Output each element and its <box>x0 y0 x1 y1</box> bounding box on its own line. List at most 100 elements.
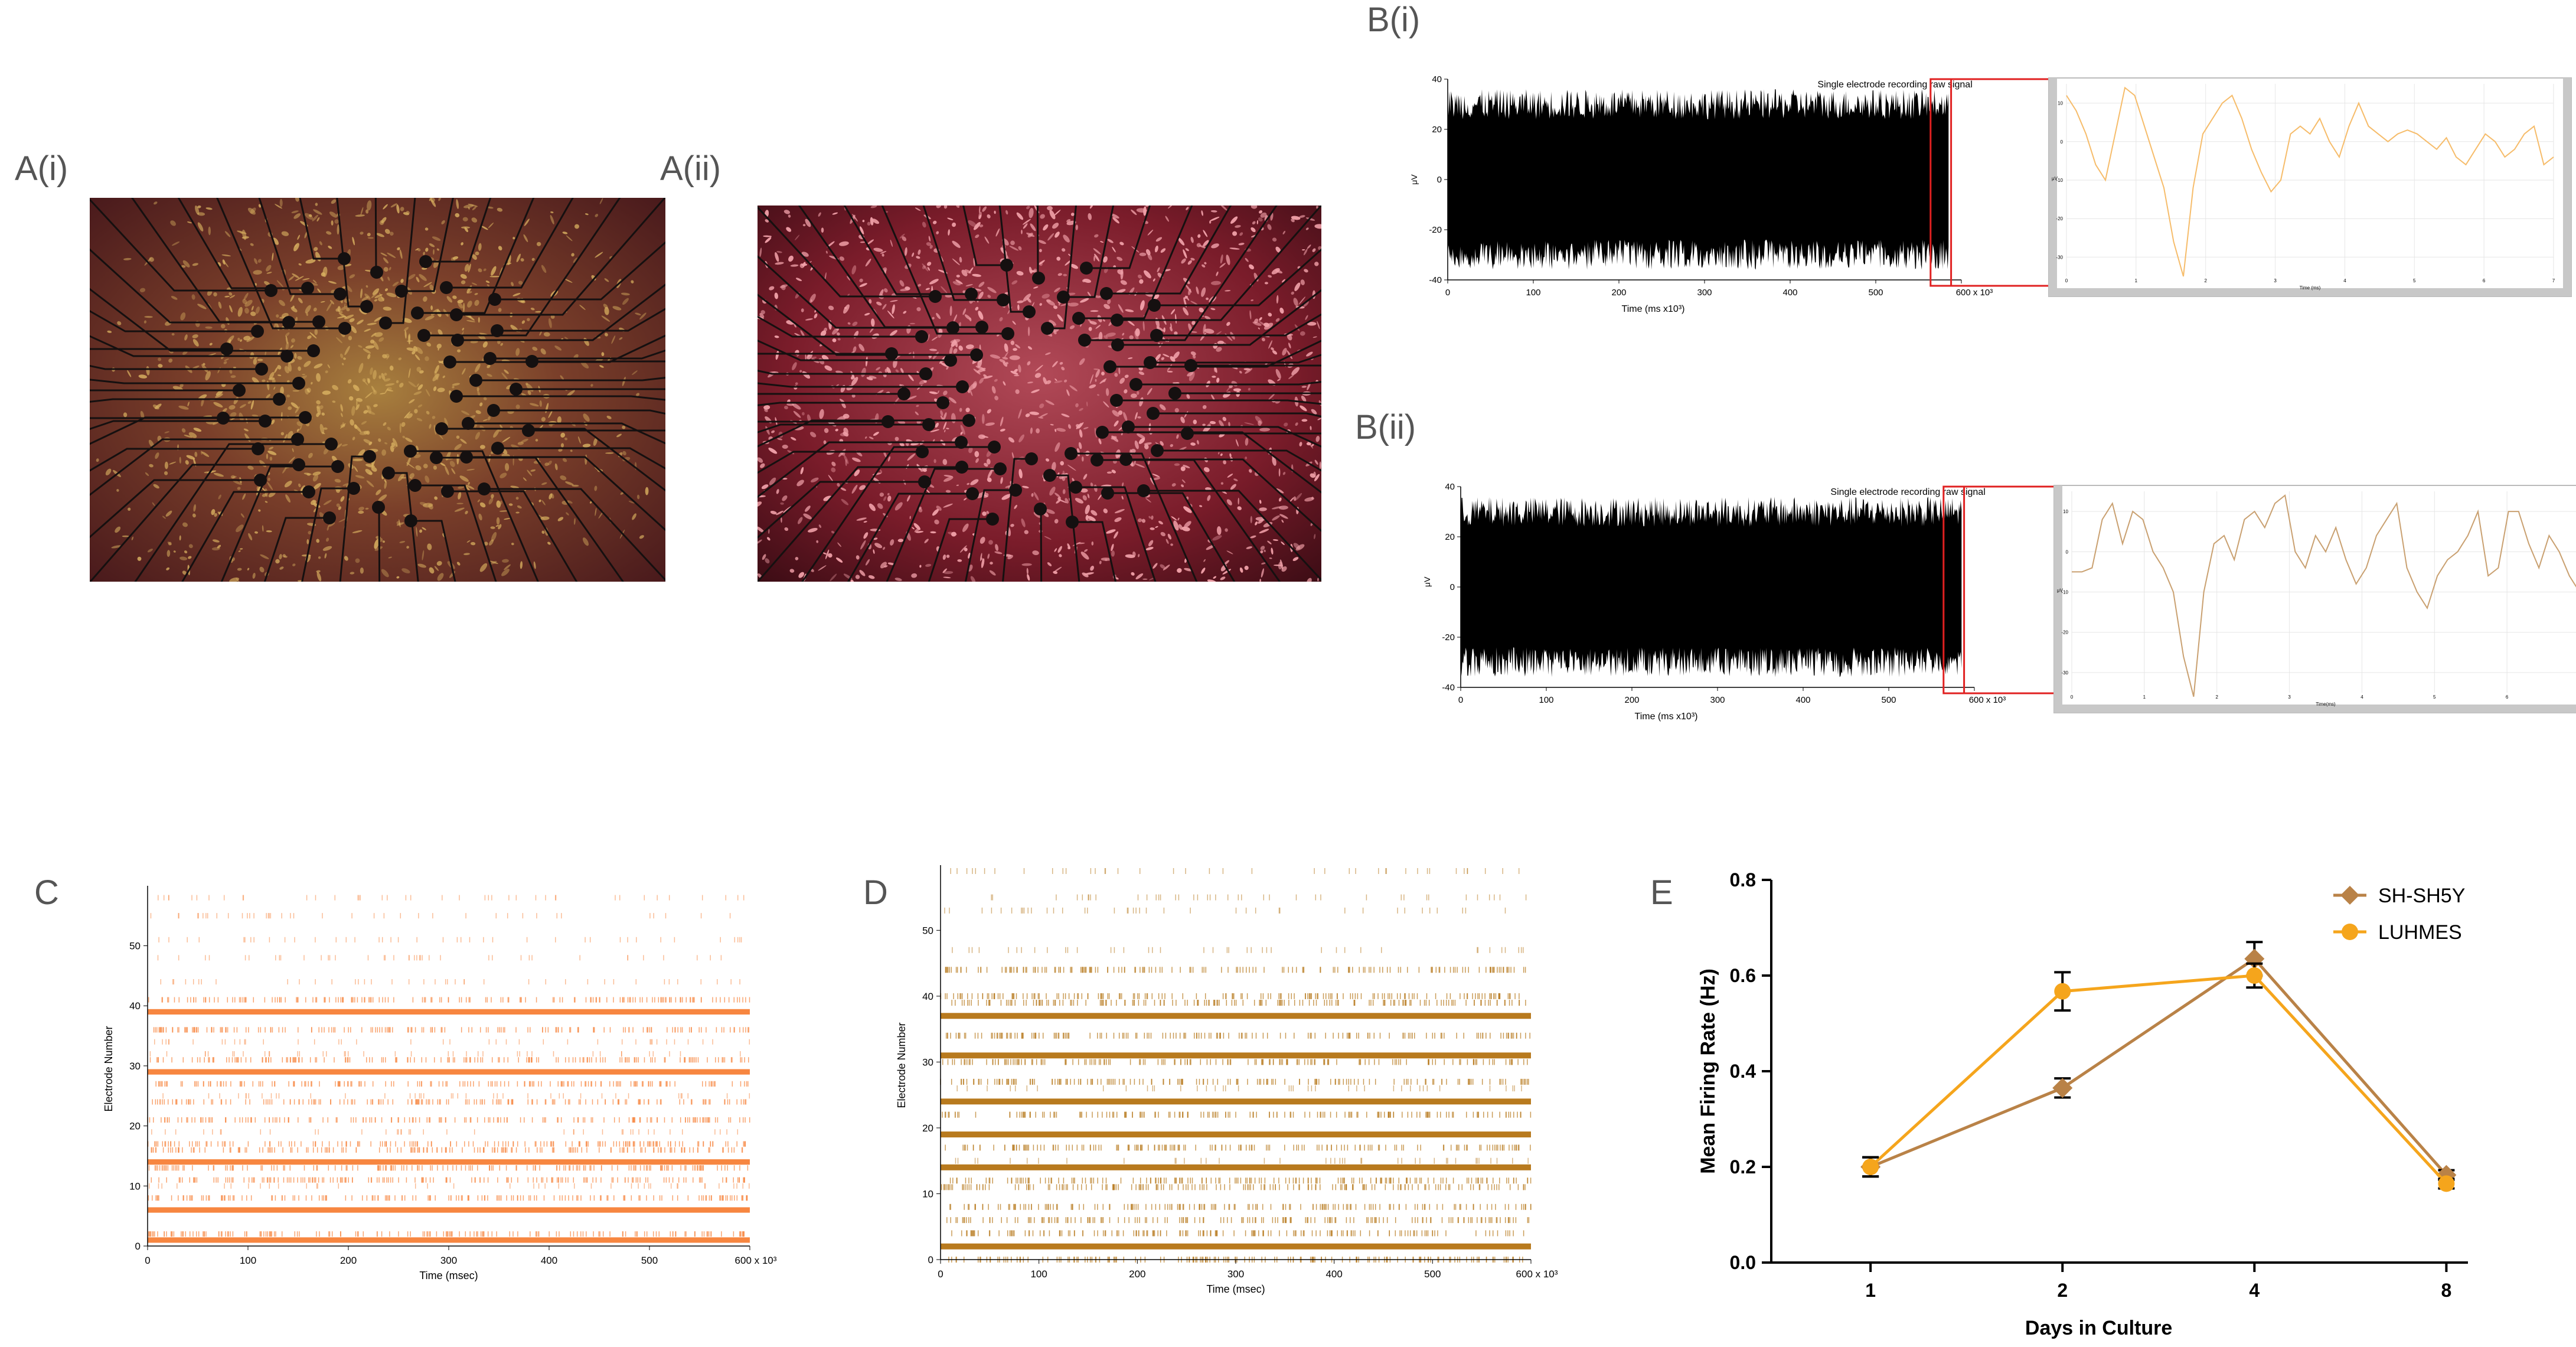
cell <box>906 495 910 502</box>
cell <box>1249 264 1254 270</box>
cell <box>1291 291 1295 295</box>
cell <box>298 366 301 371</box>
electrode-track <box>411 520 456 582</box>
electrode-track <box>497 308 665 332</box>
cell <box>1171 309 1176 315</box>
electrode-pad <box>1078 334 1091 347</box>
x-tick-label: 500 <box>1881 695 1896 705</box>
cell <box>266 265 272 272</box>
cell <box>775 252 779 262</box>
cell <box>1281 542 1285 545</box>
cell <box>1313 471 1316 478</box>
cell <box>222 408 227 413</box>
cell <box>1158 521 1163 524</box>
cell <box>960 425 965 435</box>
cell <box>1140 300 1145 311</box>
cell <box>1307 322 1317 326</box>
cell <box>1045 458 1050 462</box>
cell <box>847 276 851 281</box>
cell <box>1068 424 1071 429</box>
electrode-track <box>410 450 539 582</box>
cell <box>197 212 205 216</box>
cell <box>1152 474 1160 477</box>
cell <box>340 305 350 311</box>
electrode-track <box>1116 399 1321 405</box>
cell <box>197 205 201 208</box>
cell <box>1079 429 1083 438</box>
cell <box>1153 477 1161 480</box>
cell <box>809 432 817 438</box>
cell <box>803 513 812 520</box>
cell <box>1272 515 1280 521</box>
cell <box>1239 567 1243 573</box>
cell <box>1015 344 1020 348</box>
cell <box>222 259 226 265</box>
cell <box>306 312 308 317</box>
x-tick-label: 400 <box>1795 695 1810 705</box>
cell <box>316 539 320 543</box>
inset-frame <box>2053 485 2576 713</box>
cell <box>240 513 244 518</box>
cell <box>384 373 387 376</box>
cell <box>1295 544 1305 551</box>
cell <box>758 539 762 544</box>
cell <box>868 575 875 579</box>
cell <box>1263 549 1266 552</box>
cell <box>936 231 939 234</box>
cell <box>1183 307 1189 316</box>
cell <box>308 531 312 534</box>
electrode-track <box>258 198 340 295</box>
cell <box>250 243 254 246</box>
cell <box>1070 213 1075 216</box>
cell <box>908 353 912 354</box>
cell <box>978 214 982 219</box>
electrode-track <box>1036 206 1039 279</box>
cell <box>1191 331 1197 333</box>
cell <box>981 414 985 424</box>
cell <box>358 510 364 514</box>
cell <box>1216 377 1220 383</box>
cell <box>1123 412 1128 421</box>
cell <box>470 340 478 344</box>
cell <box>344 314 354 319</box>
cell <box>1021 563 1032 566</box>
cell <box>969 317 972 322</box>
cell <box>232 475 237 479</box>
cell <box>511 282 514 286</box>
cell <box>837 482 840 487</box>
cell <box>465 510 468 514</box>
cell <box>184 435 192 438</box>
cell <box>488 497 494 505</box>
electrode-pad <box>1034 503 1047 516</box>
cell <box>1059 554 1062 557</box>
electrode-pad <box>372 501 385 514</box>
cell <box>811 356 817 360</box>
cell <box>1039 403 1044 409</box>
cell <box>560 432 566 438</box>
cell <box>504 463 510 471</box>
cell <box>489 276 501 278</box>
cell <box>313 209 322 215</box>
cell <box>902 236 907 242</box>
electrode-pad <box>1184 359 1197 372</box>
electrode-pad <box>450 308 463 321</box>
y-tick-label: -40 <box>1442 683 1455 693</box>
cell <box>944 429 946 433</box>
cell <box>474 293 478 295</box>
y-tick-label: 20 <box>1432 125 1442 135</box>
cell <box>1279 514 1288 519</box>
cell <box>277 374 282 376</box>
cell <box>338 506 342 510</box>
electrode-pad <box>307 344 320 357</box>
electrode-pad <box>1129 378 1142 391</box>
cell <box>512 237 515 240</box>
cell <box>1260 212 1267 218</box>
cell <box>489 560 498 565</box>
cell <box>927 262 932 266</box>
cell <box>818 524 822 529</box>
cell <box>1307 244 1311 249</box>
cell <box>326 231 332 235</box>
electrode-track <box>90 464 299 582</box>
cell <box>1004 351 1008 358</box>
